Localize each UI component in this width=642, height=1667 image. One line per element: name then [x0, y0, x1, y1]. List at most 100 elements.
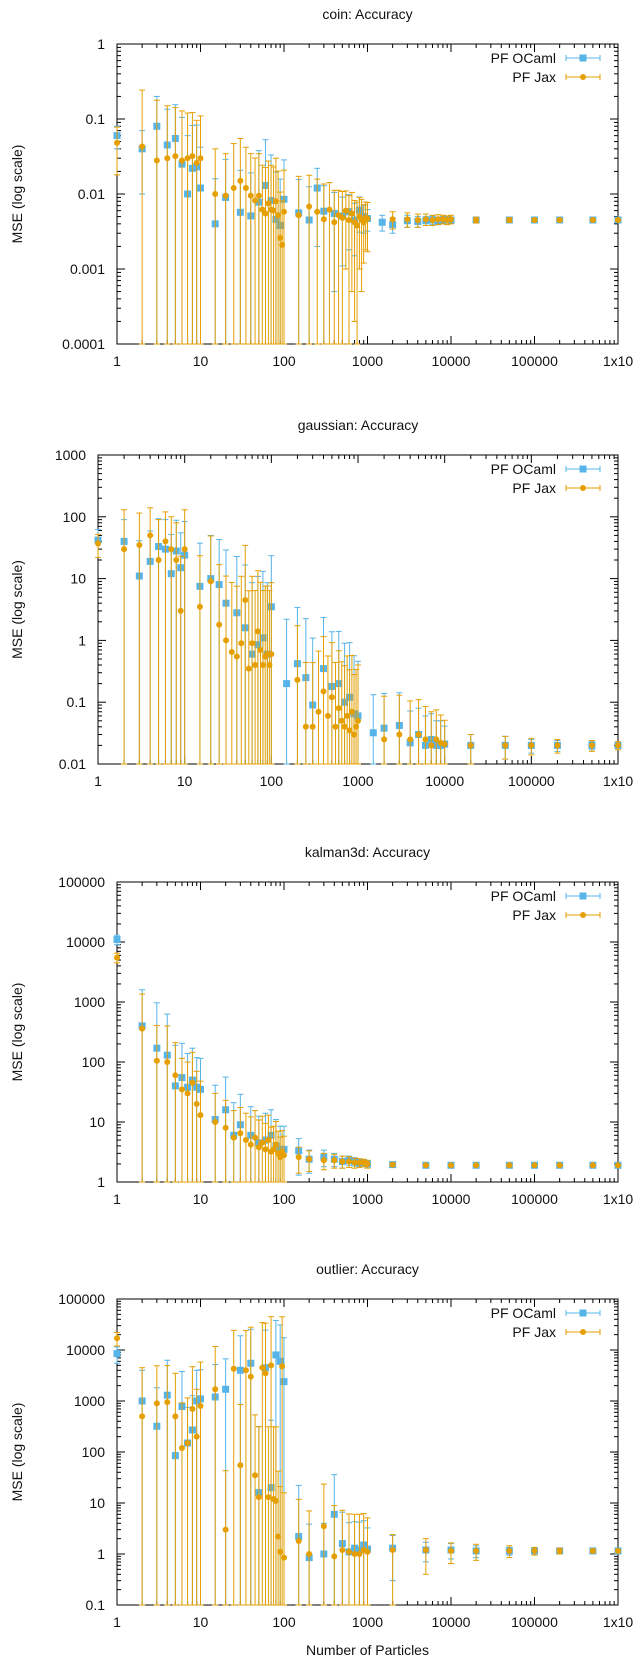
x-tick-label: 10000	[425, 773, 464, 789]
legend-label: PF OCaml	[491, 888, 556, 904]
data-point	[279, 1363, 286, 1370]
data-point	[272, 198, 279, 205]
x-tick-label: 10	[193, 353, 209, 369]
data-point	[429, 217, 436, 224]
data-point	[302, 723, 309, 730]
data-point	[153, 1057, 160, 1064]
data-point	[615, 1547, 621, 1554]
data-point	[242, 185, 249, 192]
y-tick-label: 100000	[58, 1291, 105, 1307]
data-point	[414, 217, 421, 224]
data-point	[342, 207, 349, 214]
data-point	[236, 1366, 244, 1374]
data-point	[275, 212, 282, 219]
data-point	[556, 1547, 563, 1554]
data-point	[306, 1551, 313, 1557]
x-tick-label: 1	[113, 1191, 121, 1207]
data-point	[351, 1159, 358, 1166]
data-point	[113, 936, 121, 944]
x-tick-label: 10	[177, 773, 193, 789]
legend-label: PF OCaml	[491, 461, 556, 477]
data-point	[281, 208, 287, 215]
data-point	[147, 532, 154, 539]
data-point	[364, 1160, 371, 1167]
data-point	[242, 597, 249, 604]
y-tick-label: 100000	[58, 874, 105, 890]
data-point	[473, 1162, 480, 1169]
data-point	[341, 723, 348, 730]
y-axis-label: MSE (log scale)	[9, 983, 25, 1082]
data-point	[268, 1362, 275, 1369]
data-point	[247, 192, 254, 199]
data-point	[364, 215, 371, 222]
data-point	[407, 736, 414, 743]
data-point	[272, 1351, 280, 1359]
data-point	[259, 1364, 266, 1371]
x-tick-label: 1	[94, 773, 102, 789]
data-point	[389, 1161, 396, 1168]
data-point	[422, 1546, 429, 1553]
data-point	[178, 157, 185, 164]
data-point	[189, 1405, 196, 1412]
data-point	[315, 708, 322, 715]
x-tick-label: 100	[260, 773, 284, 789]
data-point	[255, 192, 262, 199]
y-tick-label: 0.1	[86, 111, 106, 127]
data-point	[448, 1547, 454, 1554]
data-point	[252, 1134, 259, 1141]
data-point	[344, 712, 351, 719]
data-point	[164, 1059, 171, 1065]
data-point	[162, 538, 169, 545]
data-point	[193, 1433, 200, 1440]
data-point	[345, 1548, 352, 1555]
data-point	[114, 954, 120, 961]
x-tick-label: 10000	[432, 1614, 471, 1630]
data-point	[245, 665, 252, 672]
x-tick-label: 1x10	[603, 1191, 634, 1207]
data-point	[265, 200, 272, 207]
x-tick-label: 10	[193, 1191, 209, 1207]
data-point	[193, 1100, 200, 1107]
data-point	[242, 1137, 249, 1144]
legend-marker	[580, 1329, 586, 1335]
data-point	[506, 1162, 513, 1169]
legend-label: PF Jax	[512, 69, 556, 85]
data-point	[181, 546, 188, 553]
data-point	[222, 1526, 229, 1533]
data-point	[238, 640, 245, 647]
y-tick-label: 1	[97, 36, 105, 52]
data-point	[259, 661, 266, 668]
y-tick-label: 10	[70, 571, 86, 587]
data-point	[556, 1162, 563, 1169]
data-point	[320, 688, 327, 695]
data-point	[331, 1157, 338, 1164]
chart-title: outlier: Accuracy	[316, 1261, 419, 1277]
data-point	[259, 1139, 266, 1146]
data-point	[415, 731, 422, 738]
x-tick-label: 1	[113, 353, 121, 369]
data-point	[345, 217, 352, 224]
data-point	[326, 206, 333, 213]
data-point	[197, 155, 204, 162]
data-point	[230, 185, 237, 192]
data-point	[556, 217, 563, 224]
y-tick-label: 1000	[55, 447, 86, 463]
x-tick-label: 100	[272, 353, 296, 369]
data-point	[348, 708, 355, 715]
data-point	[247, 1373, 254, 1380]
x-tick-label: 1000	[352, 1614, 383, 1630]
data-point	[348, 210, 355, 217]
data-point	[184, 1440, 191, 1447]
data-point	[531, 1162, 538, 1169]
data-point	[422, 216, 429, 223]
data-point	[272, 1497, 279, 1504]
data-point	[320, 1157, 327, 1164]
data-point	[172, 1072, 179, 1079]
chart-panel: kalman3d: Accuracy 1 10 100 1000 10000 100000 1…	[9, 844, 634, 1207]
data-point	[252, 661, 259, 668]
data-point	[351, 1551, 358, 1557]
data-point	[233, 653, 240, 660]
data-point	[338, 717, 345, 724]
series-pf-ocaml	[113, 934, 622, 1183]
